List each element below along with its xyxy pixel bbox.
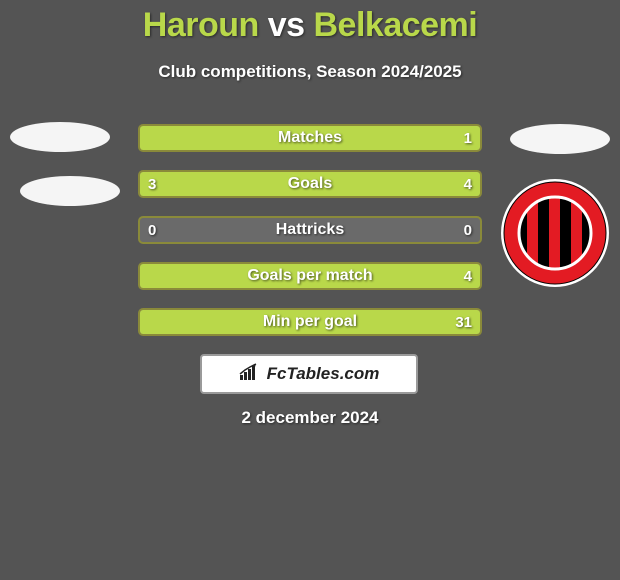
bar-value-right: 4 <box>456 172 480 196</box>
bar-value-right: 1 <box>456 126 480 150</box>
player2-club-logo <box>500 178 610 288</box>
bar-label: Hattricks <box>140 218 480 242</box>
date-text: 2 december 2024 <box>0 408 620 428</box>
bar-value-right: 0 <box>456 218 480 242</box>
bar-label: Matches <box>140 126 480 150</box>
bar-value-right: 31 <box>447 310 480 334</box>
player1-club-placeholder <box>20 176 120 206</box>
subtitle: Club competitions, Season 2024/2025 <box>0 62 620 82</box>
chart-growth-icon <box>239 363 261 386</box>
bar-hattricks: 0 Hattricks 0 <box>138 216 482 244</box>
title: Haroun vs Belkacemi <box>0 6 620 45</box>
title-vs: vs <box>268 6 305 44</box>
bar-goals: 3 Goals 4 <box>138 170 482 198</box>
title-player1: Haroun <box>143 6 259 44</box>
title-player2: Belkacemi <box>314 6 478 44</box>
comparison-infographic: Haroun vs Belkacemi Club competitions, S… <box>0 0 620 580</box>
stats-bars: Matches 1 3 Goals 4 0 Hattricks 0 Goals … <box>138 124 482 354</box>
bar-label: Goals <box>140 172 480 196</box>
bar-matches: Matches 1 <box>138 124 482 152</box>
player1-avatar-placeholder <box>10 122 110 152</box>
bar-goals-per-match: Goals per match 4 <box>138 262 482 290</box>
bar-value-right: 4 <box>456 264 480 288</box>
bar-label: Goals per match <box>140 264 480 288</box>
attribution-box: FcTables.com <box>200 354 418 394</box>
attribution-text: FcTables.com <box>267 364 380 384</box>
player2-avatar-placeholder <box>510 124 610 154</box>
bar-label: Min per goal <box>140 310 480 334</box>
bar-min-per-goal: Min per goal 31 <box>138 308 482 336</box>
